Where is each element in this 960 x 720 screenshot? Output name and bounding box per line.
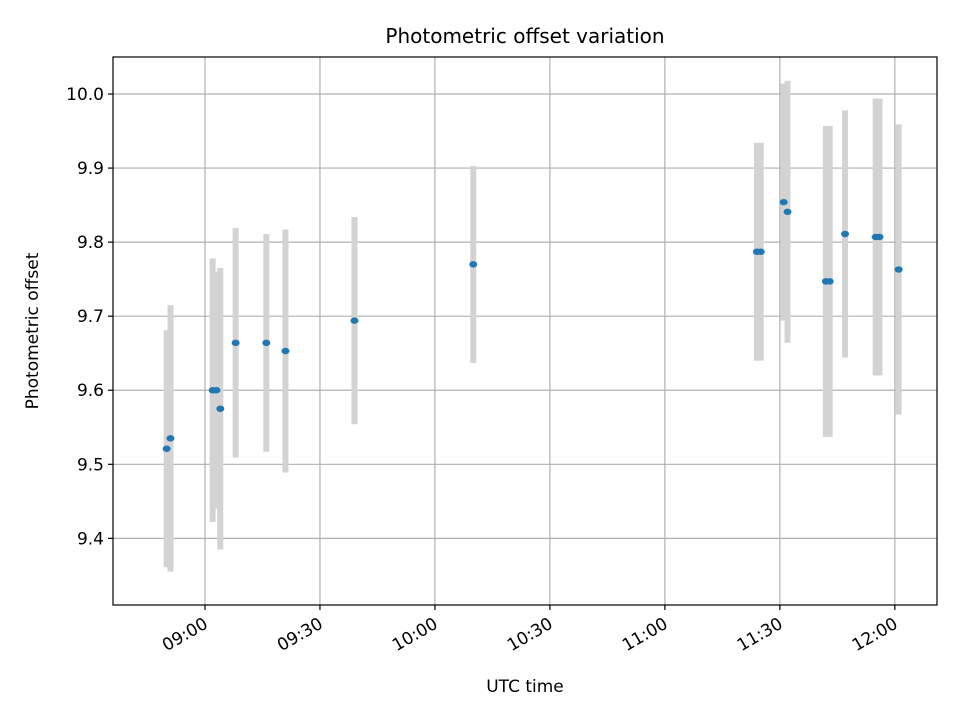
data-point (875, 233, 884, 241)
data-point (841, 230, 850, 238)
y-tick-label: 9.9 (77, 159, 104, 179)
data-point (281, 347, 290, 355)
y-tick-label: 9.7 (77, 307, 104, 327)
data-point (350, 317, 359, 324)
y-tick-label: 9.5 (77, 455, 104, 475)
data-point (231, 339, 240, 347)
data-point (894, 266, 903, 273)
y-axis-label: Photometric offset (23, 252, 43, 409)
data-point (469, 261, 478, 268)
data-point (262, 339, 271, 347)
data-point (756, 248, 765, 255)
grid-lines (113, 57, 937, 605)
data-point (162, 445, 171, 452)
y-tick-label: 9.6 (77, 381, 104, 401)
data-point (212, 387, 221, 394)
data-points (162, 198, 903, 452)
data-point (166, 435, 175, 442)
x-axis-label: UTC time (486, 677, 564, 697)
data-point (779, 198, 788, 206)
chart-title: Photometric offset variation (385, 24, 664, 48)
y-tick-label: 9.8 (77, 233, 104, 253)
y-tick-label: 10.0 (66, 85, 104, 105)
data-point (216, 405, 225, 412)
y-tick-label: 9.4 (77, 529, 104, 549)
data-point (825, 278, 834, 285)
plot-frame (112, 56, 938, 606)
data-point (783, 208, 792, 215)
